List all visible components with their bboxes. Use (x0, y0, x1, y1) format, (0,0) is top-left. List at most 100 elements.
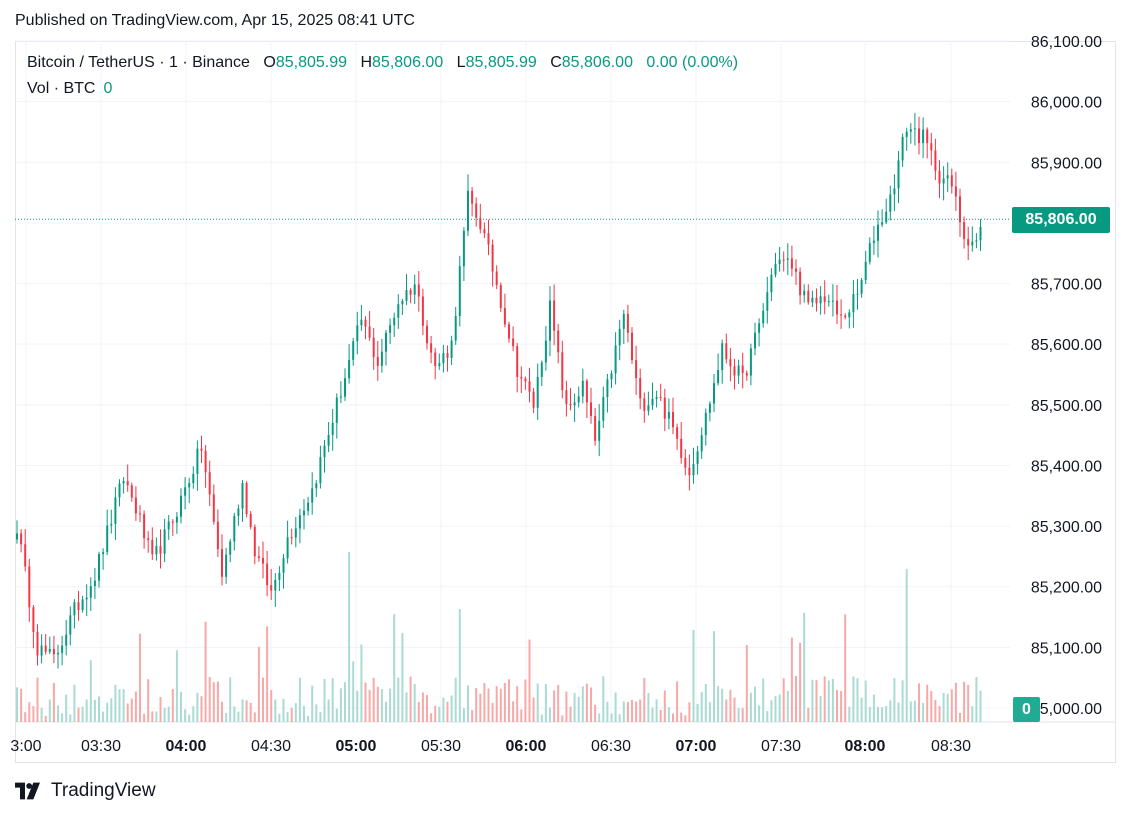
volume-tag: 0 (1013, 697, 1040, 722)
volume-bar (344, 682, 346, 722)
volume-bar (85, 699, 88, 722)
candle-body (417, 284, 420, 297)
candle-body (954, 186, 957, 197)
candle-body (77, 602, 80, 611)
candle-body (155, 546, 158, 555)
volume-bar (77, 707, 80, 722)
volume-bar (356, 690, 359, 722)
candle-body (364, 319, 367, 327)
volume-bar (635, 701, 638, 722)
candle-body (442, 353, 445, 364)
volume-bar (860, 697, 863, 722)
volume-bar (364, 682, 367, 722)
candle-body (426, 325, 428, 344)
candle-body (508, 324, 510, 339)
volume-bar (598, 713, 601, 722)
volume-bar (725, 699, 728, 722)
volume-bar (856, 678, 859, 722)
candle-body (569, 403, 572, 406)
candle-body (499, 285, 502, 308)
candle-body (446, 353, 449, 358)
volume-bar (536, 683, 539, 722)
volume-bar (811, 679, 814, 722)
candle-body (85, 597, 88, 600)
volume-bar (831, 678, 834, 722)
candle-body (253, 526, 256, 557)
tradingview-footer[interactable]: TradingView (15, 780, 156, 802)
price-axis-labels: 86,100.0086,000.0085,900.0085,800.0085,7… (1031, 34, 1102, 718)
volume-bar (216, 681, 219, 722)
time-tick-label: 06:30 (591, 738, 631, 755)
volume-label: Vol · BTC (27, 80, 96, 97)
volume-bar (844, 614, 847, 722)
candle-body (274, 579, 277, 591)
volume-bar (151, 711, 154, 722)
volume-bar (434, 705, 437, 722)
volume-bar (672, 713, 674, 722)
volume-bar (225, 712, 228, 722)
volume-bar (159, 696, 162, 722)
volume-bar (901, 680, 904, 722)
volume-bar (872, 694, 875, 722)
low-label: L (456, 54, 466, 71)
volume-bar (298, 677, 301, 722)
volume-bar (651, 707, 654, 722)
volume-bar (467, 685, 469, 722)
volume-bar (385, 701, 387, 722)
candle-body (106, 525, 109, 553)
candle-body (143, 514, 146, 539)
volume-bar (754, 686, 756, 722)
volume-bar (401, 632, 404, 722)
volume-bar (245, 700, 248, 722)
candle-body (959, 196, 961, 223)
candle-body (110, 523, 113, 526)
volume-bar (942, 692, 945, 722)
volume-bar (348, 552, 351, 722)
candle-body (663, 397, 666, 419)
volume-bar (335, 708, 338, 722)
volume-bar (16, 687, 18, 722)
low-value: 85,805.99 (465, 54, 537, 71)
candle-body (971, 241, 974, 246)
candle-body (40, 645, 43, 656)
candle-body (868, 243, 871, 262)
volume-bar (967, 684, 970, 722)
candle-body (647, 405, 650, 411)
symbol-label: Bitcoin / TetherUS · 1 · Binance (27, 54, 250, 71)
candle-body (708, 403, 711, 413)
volume-bar (938, 705, 941, 722)
volume-bar (659, 709, 662, 722)
volume-bar (524, 679, 527, 722)
price-tick-label: 85,400.00 (1031, 458, 1102, 475)
volume-bar (729, 689, 732, 722)
volume-bar (590, 687, 592, 722)
candle-body (311, 488, 314, 503)
candle-body (32, 607, 35, 632)
volume-bar (692, 629, 695, 722)
candle-body (938, 170, 941, 184)
candle-body (643, 398, 646, 411)
volume-bar (581, 686, 584, 722)
candle-body (581, 380, 584, 397)
volume-bar (975, 676, 978, 722)
candle-body (733, 366, 736, 376)
time-axis-labels: 3:00 03:30 04:00 04:30 05:00 05:30 06:00 06:30 0… (10, 738, 971, 755)
candle-body (188, 483, 191, 488)
volume-bar (110, 698, 113, 722)
candle-body (770, 274, 773, 293)
candle-body (963, 222, 966, 240)
high-value: 85,806.00 (372, 54, 444, 71)
change-value: 0.00 (0.00%) (646, 54, 739, 71)
volume-bar (602, 676, 605, 722)
volume-bar (717, 686, 720, 722)
candle-body (549, 300, 551, 341)
candle-body (561, 352, 564, 391)
candle-body (979, 226, 982, 241)
volume-bar (130, 698, 133, 722)
candle-body (725, 343, 728, 360)
volume-bar (24, 712, 27, 722)
volume-bar (274, 699, 277, 722)
volume-bar (503, 682, 506, 722)
time-tick-label: 07:00 (676, 738, 717, 755)
